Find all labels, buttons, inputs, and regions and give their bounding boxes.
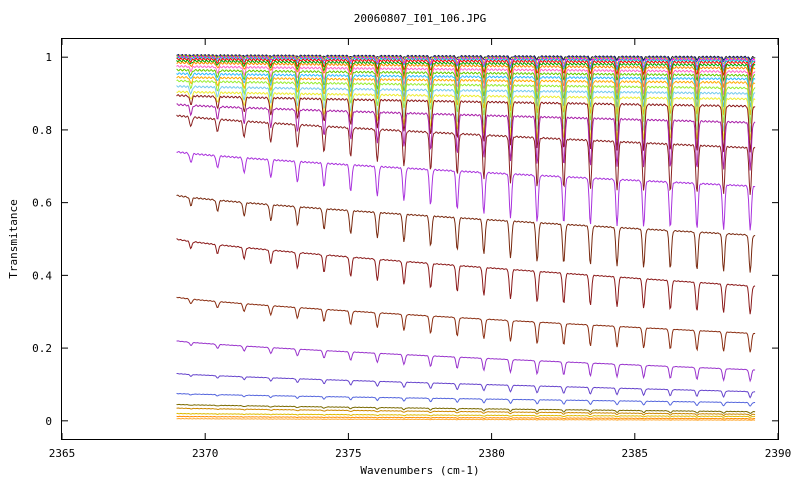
chart-title: 20060807_I01_106.JPG <box>354 12 486 25</box>
y-tick-label: 0 <box>45 415 52 428</box>
series-line-16 <box>176 94 756 153</box>
series-line-17 <box>176 103 756 171</box>
series-line-13 <box>176 79 756 124</box>
y-tick-label: 0.8 <box>32 124 52 137</box>
series-line-28 <box>176 412 756 418</box>
series-line-18 <box>176 114 756 195</box>
y-tick-label: 1 <box>45 51 52 64</box>
series-layer <box>176 53 756 421</box>
series-line-23 <box>176 340 756 383</box>
y-tick-label: 0.6 <box>32 197 52 210</box>
series-line-22 <box>176 296 756 353</box>
series-line-24 <box>176 372 756 399</box>
series-line-10 <box>176 68 756 102</box>
series-line-14 <box>176 85 756 133</box>
series-line-7 <box>176 59 756 83</box>
x-tick-label: 2380 <box>478 447 505 460</box>
x-tick-label: 2370 <box>192 447 219 460</box>
x-tick-label: 2365 <box>49 447 76 460</box>
series-line-6 <box>176 57 756 78</box>
y-tick-label: 0.4 <box>32 269 52 282</box>
y-axis-label: Transmitance <box>7 199 20 278</box>
series-line-29 <box>176 415 756 420</box>
series-line-9 <box>176 64 756 96</box>
series-line-15 <box>176 90 756 141</box>
series-line-27 <box>176 407 756 417</box>
series-line-19 <box>176 151 756 231</box>
x-tick-label: 2375 <box>335 447 362 460</box>
series-line-11 <box>176 72 756 108</box>
plot-frame <box>61 38 779 440</box>
series-line-8 <box>176 61 756 88</box>
x-tick-label: 2390 <box>765 447 792 460</box>
series-line-12 <box>176 75 756 116</box>
y-tick-label: 0.2 <box>32 342 52 355</box>
x-axis-label: Wavenumbers (cm-1) <box>360 464 479 477</box>
series-line-21 <box>176 238 756 315</box>
x-axis: 2365 2370 2375 2380 2385 2390 <box>49 39 792 460</box>
y-axis: 0 0.2 0.4 0.6 0.8 1 <box>32 51 778 428</box>
series-line-30 <box>176 417 756 421</box>
x-tick-label: 2385 <box>622 447 649 460</box>
series-line-20 <box>176 194 756 273</box>
series-line-26 <box>176 403 756 414</box>
series-line-5 <box>176 56 756 73</box>
series-line-25 <box>176 392 756 407</box>
